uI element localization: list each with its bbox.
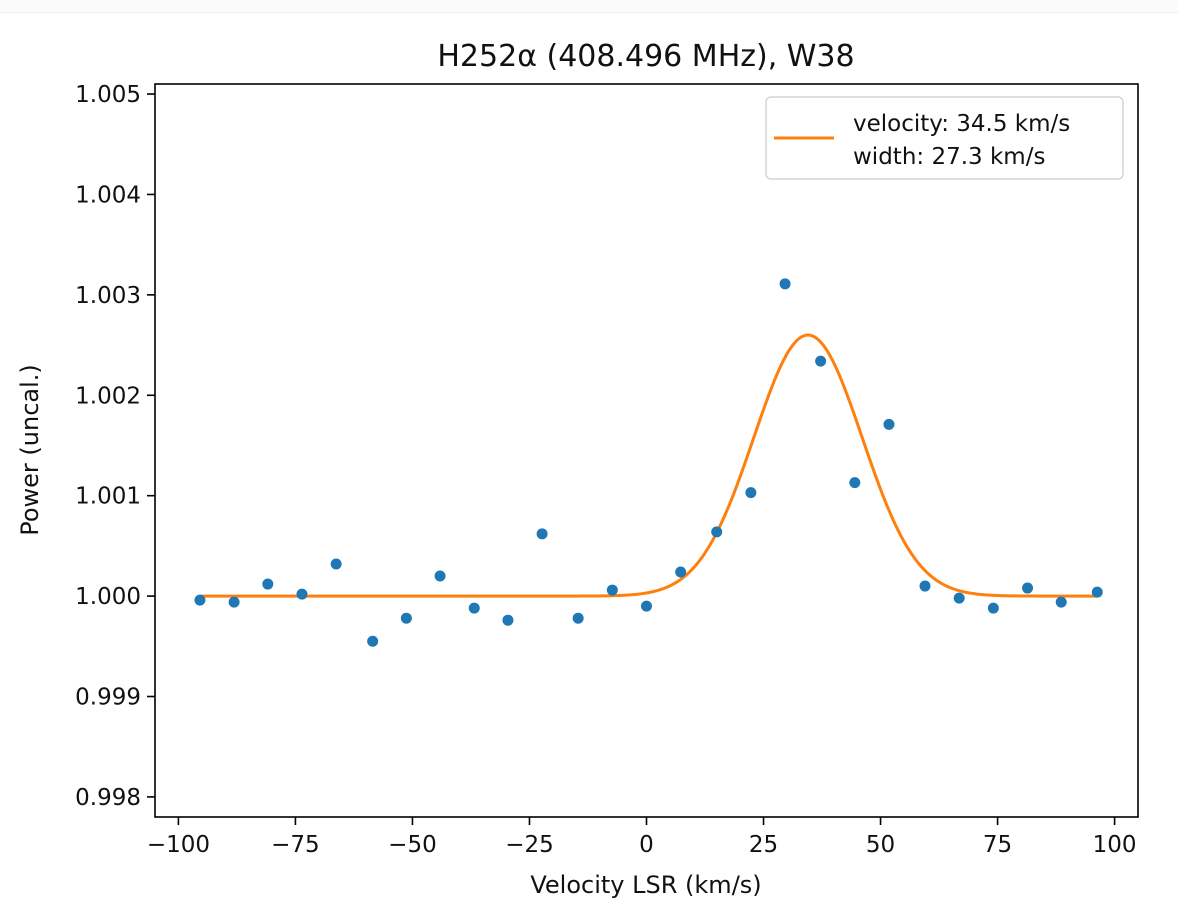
data-point — [434, 570, 446, 582]
data-point — [779, 278, 791, 290]
data-point — [536, 528, 548, 540]
data-point — [711, 526, 723, 538]
legend-box — [765, 96, 1124, 180]
gaussian-fit-line — [199, 333, 1098, 598]
y-tick-label: 1.002 — [75, 383, 141, 409]
x-tick-label: −25 — [505, 832, 554, 858]
data-point — [606, 584, 618, 596]
data-point — [194, 594, 206, 606]
legend: velocity: 34.5 km/s width: 27.3 km/s — [765, 96, 1124, 180]
legend-line-width: width: 27.3 km/s — [853, 144, 1045, 170]
y-axis-label: Power (uncal.) — [16, 364, 44, 536]
x-tick-label: 100 — [1093, 832, 1137, 858]
data-point — [641, 600, 652, 612]
x-tick-label: −100 — [147, 832, 210, 858]
x-tick-label: 25 — [749, 832, 778, 858]
data-point — [953, 592, 965, 604]
data-point — [502, 614, 514, 626]
y-tick-label: 1.003 — [75, 283, 141, 309]
data-point — [572, 612, 584, 624]
data-point — [675, 566, 687, 578]
data-point — [745, 487, 757, 499]
y-axis-ticks: 0.998 0.999 1.000 1.001 1.002 1.003 1.004 1.005 — [75, 82, 155, 811]
data-point — [228, 596, 240, 608]
chart-title: H252α (408.496 MHz), W38 — [437, 39, 854, 74]
y-tick-label: 1.000 — [75, 584, 141, 610]
x-tick-label: −75 — [271, 832, 320, 858]
data-point — [330, 558, 342, 570]
x-tick-label: −50 — [388, 832, 437, 858]
data-point — [1055, 596, 1067, 608]
data-point — [883, 418, 895, 430]
plot-frame — [154, 83, 1139, 818]
x-axis-label: Velocity LSR (km/s) — [530, 871, 761, 899]
x-axis-ticks: −100 −75 −50 −25 0 25 50 75 100 — [147, 817, 1137, 858]
x-tick-label: 50 — [866, 832, 895, 858]
data-point — [468, 602, 480, 614]
data-point — [400, 612, 412, 624]
data-point — [262, 578, 274, 590]
data-point — [815, 355, 827, 367]
legend-line-velocity: velocity: 34.5 km/s — [853, 111, 1070, 137]
plot-area — [194, 278, 1103, 647]
y-tick-label: 1.005 — [75, 82, 141, 108]
x-tick-label: 0 — [639, 832, 654, 858]
data-point — [987, 602, 999, 614]
y-tick-label: 0.999 — [75, 685, 141, 711]
data-point — [1022, 582, 1034, 594]
data-point — [296, 588, 308, 600]
data-point — [919, 580, 931, 592]
data-point — [1091, 586, 1103, 598]
y-tick-label: 0.998 — [75, 785, 141, 811]
window-top-strip — [0, 0, 1178, 13]
y-tick-label: 1.001 — [75, 484, 141, 510]
x-tick-label: 75 — [983, 832, 1012, 858]
data-point — [367, 635, 379, 647]
y-tick-label: 1.004 — [75, 182, 141, 208]
data-point — [849, 477, 861, 489]
